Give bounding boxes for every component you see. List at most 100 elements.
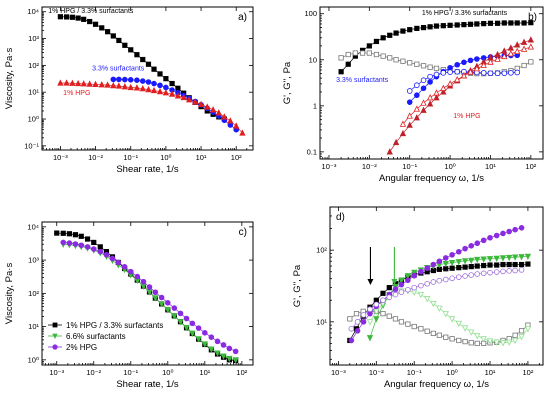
data-point <box>209 106 217 113</box>
data-point <box>520 38 528 45</box>
data-point <box>413 105 420 112</box>
data-point <box>366 335 374 342</box>
data-point <box>405 277 411 284</box>
series-group <box>347 225 532 347</box>
data-point <box>133 84 141 91</box>
data-point <box>140 56 146 63</box>
data-point <box>449 265 455 271</box>
data-point <box>104 81 111 88</box>
data-point <box>354 327 361 334</box>
x-tick-label: 10² <box>522 368 533 377</box>
data-point <box>110 33 116 39</box>
data-point <box>433 71 440 78</box>
data-point <box>501 47 508 54</box>
series-line <box>56 232 236 361</box>
data-point <box>461 258 469 265</box>
data-point <box>208 334 215 341</box>
data-point <box>386 148 393 155</box>
data-point <box>414 25 420 32</box>
data-point <box>220 353 227 360</box>
data-point <box>169 80 175 87</box>
data-point <box>406 88 413 94</box>
y-axis-label: Viscosity, Pa·s <box>4 48 15 110</box>
data-point <box>405 321 411 327</box>
data-point <box>418 326 424 332</box>
x-axis-label: Shear rate, 1/s <box>116 164 179 175</box>
data-point <box>69 14 76 20</box>
data-point <box>122 42 128 48</box>
data-point <box>366 319 374 326</box>
data-point <box>525 261 531 267</box>
panel-letter: b) <box>528 12 537 23</box>
data-point <box>449 275 455 282</box>
data-point <box>493 269 500 275</box>
data-point <box>494 20 501 26</box>
data-point <box>90 246 97 252</box>
data-point <box>345 61 351 67</box>
data-point <box>474 263 480 269</box>
data-point <box>461 325 469 332</box>
data-point <box>467 68 474 75</box>
data-point <box>417 291 425 299</box>
data-point <box>527 43 534 50</box>
panel-b: 10⁻³ 10⁻² 10⁻¹ 10⁰ 10¹ 10² 0.1 1 10 100 Angular fr… <box>282 6 544 184</box>
data-point <box>387 32 393 38</box>
data-point <box>233 122 240 129</box>
data-point <box>204 103 211 110</box>
data-point <box>81 16 87 22</box>
series-line <box>389 39 531 153</box>
data-point <box>493 232 500 239</box>
x-axis-label: Angular frequency ω, 1/s <box>384 379 489 390</box>
data-point <box>427 73 433 80</box>
data-point <box>480 61 487 68</box>
data-point <box>501 20 507 26</box>
data-point <box>506 261 512 268</box>
data-point <box>514 47 521 55</box>
data-point <box>127 268 134 275</box>
data-point <box>360 319 367 325</box>
data-point <box>392 286 399 293</box>
arrow-head <box>391 279 398 285</box>
data-point <box>487 20 494 26</box>
data-point <box>157 71 163 77</box>
data-point <box>406 99 413 105</box>
plot-frame <box>329 206 544 366</box>
data-point <box>480 237 487 244</box>
data-point <box>440 23 446 29</box>
data-point <box>146 284 153 290</box>
data-point <box>406 121 413 128</box>
data-point <box>411 323 417 330</box>
data-point <box>348 325 355 332</box>
data-point <box>156 87 164 95</box>
panel-letter: a) <box>238 12 247 23</box>
data-point <box>232 357 239 364</box>
data-point <box>527 36 534 43</box>
data-point <box>468 243 475 249</box>
series-group <box>338 20 534 155</box>
data-point <box>158 301 165 308</box>
x-tick-label: 10¹ <box>485 368 496 377</box>
data-point <box>436 277 443 284</box>
data-point <box>514 69 521 76</box>
data-point <box>183 315 190 322</box>
data-point <box>121 83 128 90</box>
data-point <box>134 52 140 58</box>
data-point <box>109 255 116 262</box>
data-point <box>110 76 117 83</box>
x-tick-label: 10⁻³ <box>322 162 337 171</box>
data-point <box>399 129 407 137</box>
data-point <box>398 289 405 295</box>
data-point <box>177 319 184 326</box>
y-tick-label: 10¹ <box>28 88 39 97</box>
data-point <box>407 60 413 66</box>
data-point <box>426 100 434 107</box>
data-point <box>202 330 208 336</box>
data-point <box>487 262 493 268</box>
series-group <box>54 230 239 364</box>
data-point <box>63 79 70 86</box>
data-point <box>524 253 532 261</box>
data-point <box>72 232 79 238</box>
data-point <box>468 329 475 336</box>
data-point <box>440 70 447 76</box>
data-point <box>72 241 79 247</box>
